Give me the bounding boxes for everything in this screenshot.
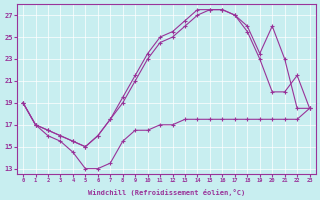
X-axis label: Windchill (Refroidissement éolien,°C): Windchill (Refroidissement éolien,°C) xyxy=(88,189,245,196)
